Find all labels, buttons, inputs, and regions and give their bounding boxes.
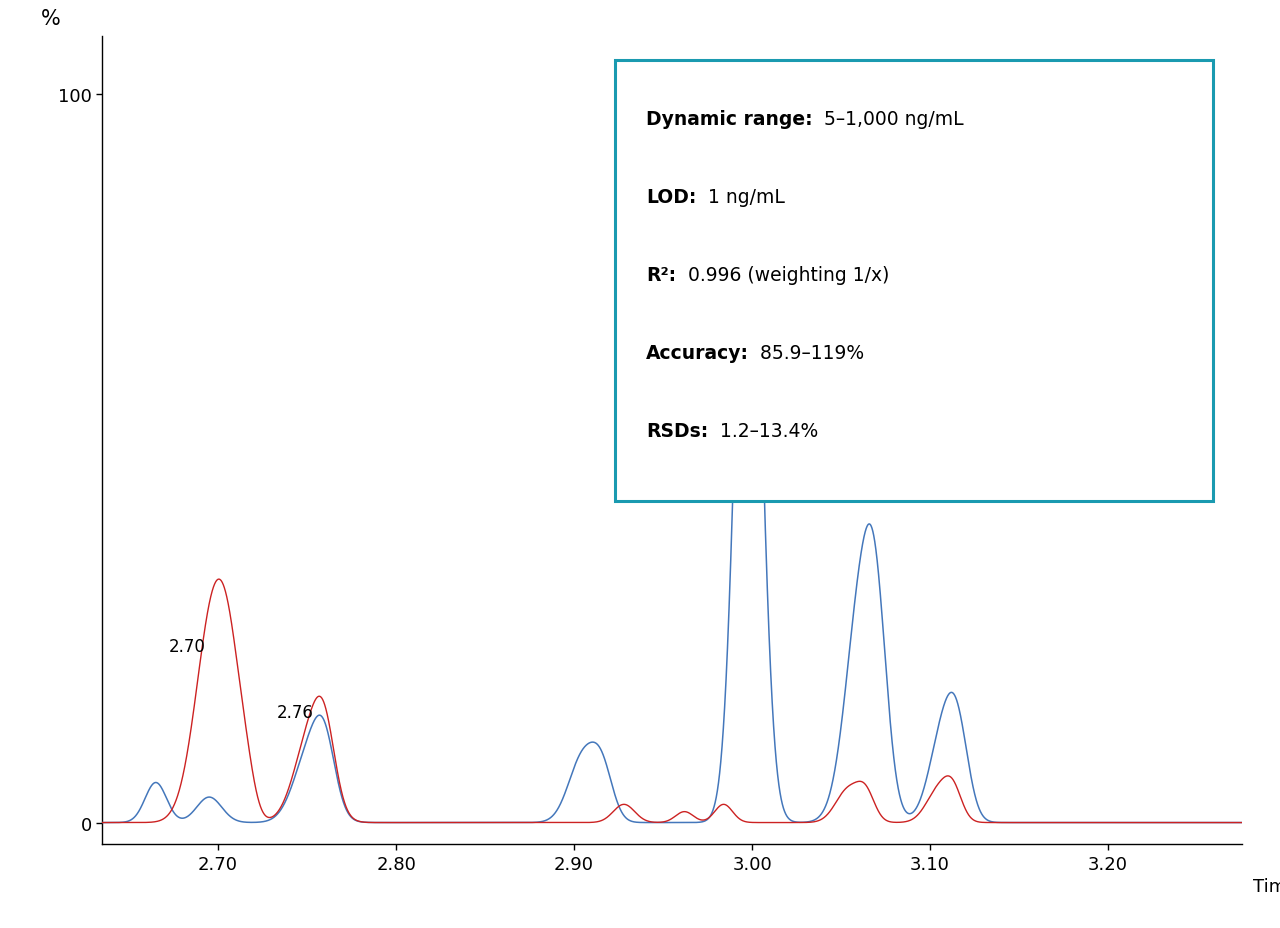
Text: Accuracy:: Accuracy: [646, 344, 749, 363]
Text: 2.70: 2.70 [168, 638, 205, 656]
Text: 5–1,000 ng/mL: 5–1,000 ng/mL [818, 110, 964, 129]
Y-axis label: %: % [41, 9, 61, 29]
Text: 1.2–13.4%: 1.2–13.4% [714, 422, 818, 441]
Text: Time: Time [1253, 877, 1280, 895]
FancyBboxPatch shape [614, 61, 1213, 501]
Text: 1 ng/mL: 1 ng/mL [701, 187, 785, 207]
Text: 85.9–119%: 85.9–119% [754, 344, 864, 363]
Text: LOD:: LOD: [646, 187, 696, 207]
Text: 0.996 (weighting 1/x): 0.996 (weighting 1/x) [682, 266, 890, 285]
Text: RSDs:: RSDs: [646, 422, 708, 441]
Text: 2.76: 2.76 [276, 703, 314, 721]
Text: R²:: R²: [646, 266, 676, 285]
Text: Dynamic range:: Dynamic range: [646, 110, 813, 129]
